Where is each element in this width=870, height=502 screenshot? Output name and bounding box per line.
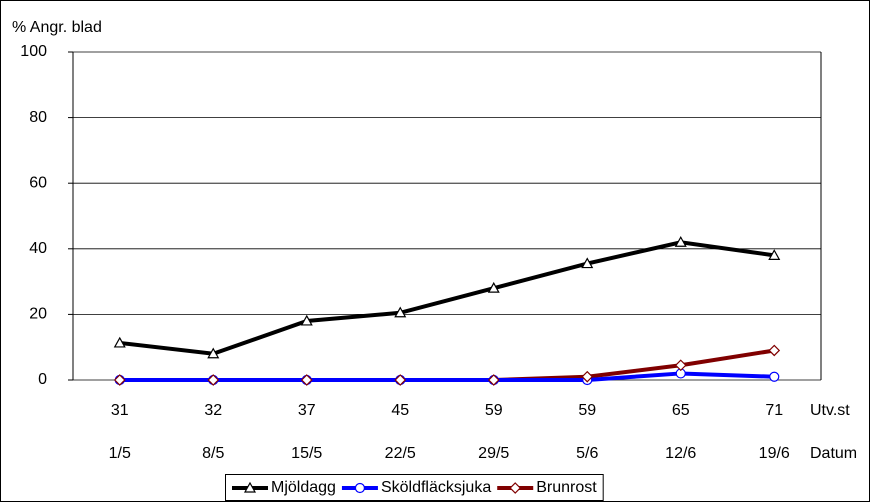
marker	[300, 374, 313, 386]
date-label: 12/6	[665, 445, 696, 462]
marker	[674, 236, 687, 247]
y-tick-label: 80	[29, 109, 47, 126]
date-label: 19/6	[759, 445, 790, 462]
series-line	[119, 240, 775, 356]
marker	[113, 336, 126, 348]
marker	[394, 306, 407, 318]
marker	[207, 374, 220, 386]
marker	[300, 314, 313, 326]
x-tick-label: 45	[391, 402, 409, 419]
marker	[354, 482, 366, 494]
legend: Mjöldagg Sköldfläcksjuka Brunrost	[225, 474, 604, 501]
marker	[509, 482, 522, 494]
marker	[394, 374, 407, 386]
marker	[581, 257, 594, 269]
marker	[674, 359, 687, 372]
x-tick-label: 59	[578, 402, 596, 419]
x-tick-label: 71	[765, 402, 783, 419]
x-tick-label: 32	[204, 402, 222, 419]
x-tick-label: 37	[298, 402, 316, 419]
date-label: 15/5	[291, 445, 322, 462]
legend-label: Mjöldagg	[271, 479, 336, 496]
marker	[768, 344, 781, 357]
x-tick-label: 65	[672, 402, 690, 419]
legend-box	[225, 474, 604, 501]
x-tick-label: 31	[111, 402, 129, 419]
legend-label: Brunrost	[536, 479, 597, 496]
y-axis-label: % Angr. blad	[12, 19, 102, 36]
row-label: Utv.st	[810, 402, 850, 419]
marker	[113, 374, 126, 386]
marker	[207, 347, 220, 359]
date-label: 5/6	[576, 445, 598, 462]
date-label: 8/5	[202, 445, 224, 462]
marker	[769, 371, 780, 382]
x-tick-label: 59	[485, 402, 503, 419]
date-label: 22/5	[385, 445, 416, 462]
y-tick-label: 20	[29, 306, 47, 323]
marker	[768, 249, 781, 260]
row-label: Datum	[810, 445, 857, 462]
date-label: 29/5	[478, 445, 509, 462]
y-tick-label: 40	[29, 240, 47, 257]
y-tick-label: 100	[20, 43, 47, 60]
legend-label: Sköldfläcksjuka	[381, 479, 491, 496]
series-line	[119, 371, 775, 382]
y-tick-label: 0	[38, 371, 47, 388]
y-tick-label: 60	[29, 174, 47, 191]
marker	[581, 370, 594, 383]
marker	[487, 374, 500, 386]
marker	[487, 281, 500, 293]
date-label: 1/5	[109, 445, 131, 462]
marker	[243, 481, 257, 493]
